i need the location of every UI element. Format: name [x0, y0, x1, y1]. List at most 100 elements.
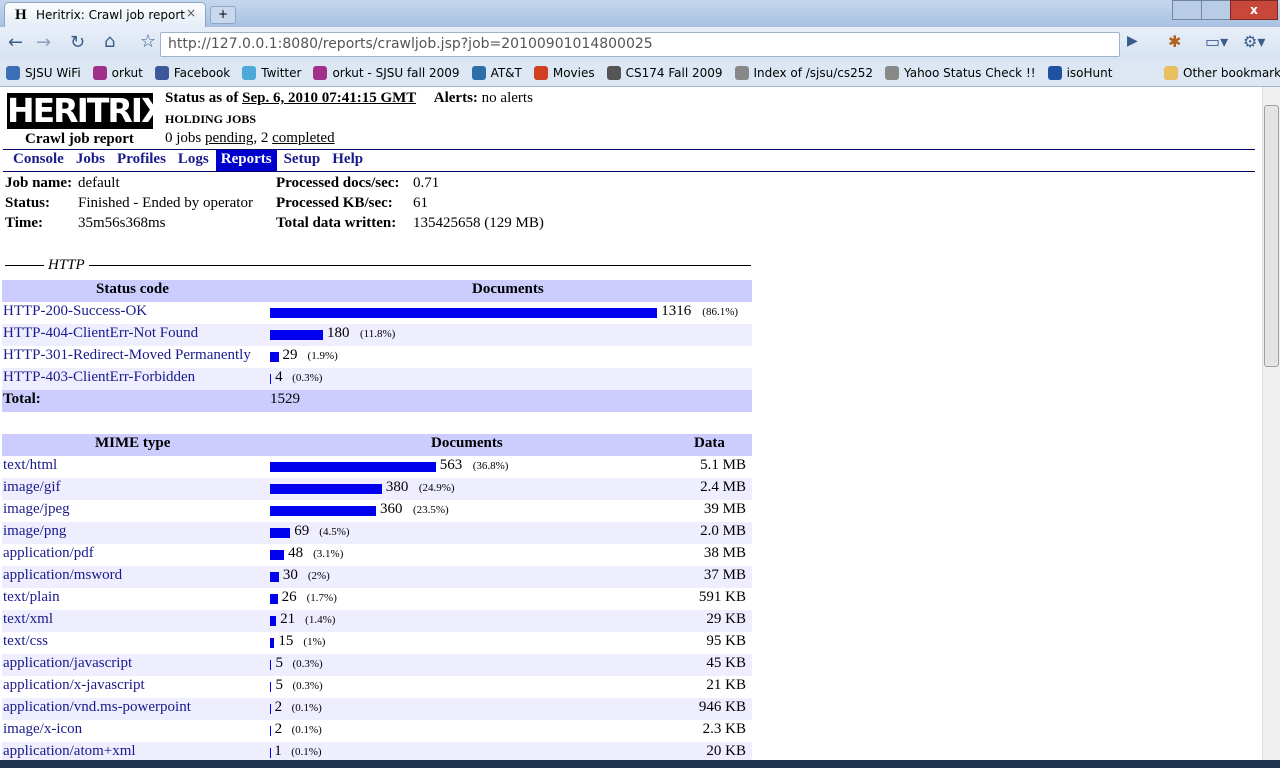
nav-tab[interactable]: Setup	[283, 151, 321, 167]
data-size: 38 MB	[703, 545, 746, 561]
tab-close[interactable]: ×	[186, 6, 197, 20]
job-label: Processed docs/sec:	[276, 175, 400, 191]
minimize[interactable]	[1172, 0, 1202, 20]
nav-tab[interactable]: Console	[13, 151, 64, 167]
bar	[270, 374, 272, 384]
mime-type-link[interactable]: text/plain	[3, 589, 60, 605]
table-row: application/x-javascript 5 (0.3%) 21 KB	[2, 676, 752, 698]
nav-tab[interactable]: Reports	[215, 150, 277, 171]
scroll-thumb[interactable]	[1264, 105, 1279, 367]
bookmark[interactable]: Yahoo Status Check !!	[885, 66, 1036, 80]
bookmark[interactable]: orkut - SJSU fall 2009	[313, 66, 460, 80]
nav-tab[interactable]: Jobs	[75, 151, 106, 167]
bookmark[interactable]: CS174 Fall 2009	[606, 66, 723, 80]
table-row: image/x-icon 2 (0.1%) 2.3 KB	[2, 720, 752, 742]
job-value: 61	[413, 195, 428, 211]
bookmark[interactable]: Movies	[533, 66, 595, 80]
extension-icon[interactable]: ✱	[1168, 32, 1182, 51]
favicon: H	[15, 7, 27, 23]
table-row: HTTP-301-Redirect-Moved Permanently 29 (1.…	[2, 346, 752, 368]
table-row: image/gif 380 (24.9%) 2.4 MB	[2, 478, 752, 500]
count: 15	[278, 633, 294, 649]
table-row: application/javascript 5 (0.3%) 45 KB	[2, 654, 752, 676]
bookmark-star[interactable]: ☆	[140, 31, 157, 52]
mime-type-link[interactable]: application/atom+xml	[3, 743, 136, 759]
table-row: text/plain 26 (1.7%) 591 KB	[2, 588, 752, 610]
mime-type-link[interactable]: text/css	[3, 633, 48, 649]
pending-link[interactable]: pending	[205, 130, 254, 146]
percent: (4.5%)	[319, 526, 350, 538]
mime-type-link[interactable]: text/xml	[3, 611, 53, 627]
job-label: Time:	[5, 215, 44, 231]
page-menu[interactable]: ▭▾	[1205, 32, 1229, 51]
new-tab[interactable]: +	[210, 6, 236, 24]
close-window[interactable]: x	[1230, 0, 1278, 20]
data-size: 2.0 MB	[700, 523, 746, 539]
reload-button[interactable]: ↻	[70, 32, 86, 53]
mime-type-link[interactable]: application/msword	[3, 567, 123, 583]
bookmark[interactable]: orkut	[92, 66, 143, 80]
mime-type-link[interactable]: application/vnd.ms-powerpoint	[3, 699, 191, 715]
bookmark-label: Yahoo Status Check !!	[904, 66, 1036, 80]
tab-title: Heritrix: Crawl job report	[36, 8, 185, 22]
logo: HERITRIX	[7, 91, 167, 130]
percent: (11.8%)	[359, 328, 396, 340]
tab[interactable]: H Heritrix: Crawl job report ×	[4, 2, 206, 28]
data-size: 2.4 MB	[700, 479, 746, 495]
job-value: 35m56s368ms	[78, 215, 166, 231]
bookmark[interactable]: Index of /sjsu/cs252	[734, 66, 873, 80]
nav-tab[interactable]: Help	[332, 151, 364, 167]
table-row: image/png 69 (4.5%) 2.0 MB	[2, 522, 752, 544]
jobs-prefix: 0 jobs	[165, 130, 202, 146]
status-code-link[interactable]: HTTP-404-ClientErr-Not Found	[3, 325, 199, 341]
bar	[270, 616, 277, 626]
home-button[interactable]: ⌂	[104, 31, 116, 52]
bar	[270, 572, 279, 582]
mime-type-link[interactable]: image/x-icon	[3, 721, 83, 737]
bar	[270, 660, 272, 670]
completed-link[interactable]: completed	[272, 130, 335, 146]
status-label: Status as of	[165, 90, 239, 106]
other-bookmarks[interactable]: Other bookmarks	[1164, 66, 1280, 80]
mime-type-link[interactable]: image/jpeg	[3, 501, 70, 517]
tools-menu[interactable]: ⚙▾	[1243, 32, 1266, 51]
mime-type-link[interactable]: application/pdf	[3, 545, 94, 561]
bookmark[interactable]: Twitter	[242, 66, 301, 80]
bookmark[interactable]: isoHunt	[1047, 66, 1112, 80]
maximize[interactable]	[1201, 0, 1231, 20]
mime-type-link[interactable]: text/html	[3, 457, 58, 473]
table-row: application/msword 30 (2%) 37 MB	[2, 566, 752, 588]
status-code-link[interactable]: HTTP-403-ClientErr-Forbidden	[3, 369, 196, 385]
mime-type-link[interactable]: application/x-javascript	[3, 677, 145, 693]
nav-tab[interactable]: Logs	[177, 151, 209, 167]
status-code-link[interactable]: HTTP-200-Success-OK	[3, 303, 148, 319]
address-bar[interactable]: http://127.0.0.1:8080/reports/crawljob.j…	[160, 32, 1120, 57]
bookmark-icon	[92, 66, 107, 80]
alerts-value: no alerts	[481, 90, 533, 106]
percent: (24.9%)	[418, 482, 455, 494]
mime-type-link[interactable]: image/gif	[3, 479, 61, 495]
nav-tab[interactable]: Profiles	[117, 151, 166, 167]
go-button[interactable]: ▶	[1127, 33, 1138, 49]
status-code-link[interactable]: HTTP-301-Redirect-Moved Permanently	[3, 347, 251, 363]
bookmark[interactable]: SJSU WiFi	[6, 66, 81, 80]
table-row: HTTP-200-Success-OK 1316 (86.1%)	[2, 302, 752, 324]
bookmark-icon	[154, 66, 169, 80]
status-time[interactable]: Sep. 6, 2010 07:41:15 GMT	[242, 90, 417, 106]
other-bookmarks-label: Other bookmarks	[1183, 66, 1280, 80]
mime-type-link[interactable]: image/png	[3, 523, 67, 539]
table-row: text/html 563 (36.8%) 5.1 MB	[2, 456, 752, 478]
data-size: 21 KB	[706, 677, 746, 693]
mime-type-link[interactable]: application/javascript	[3, 655, 133, 671]
percent: (23.5%)	[412, 504, 449, 516]
bookmark-icon	[1047, 66, 1062, 80]
forward-button[interactable]: →	[36, 32, 52, 53]
job-label: Processed KB/sec:	[276, 195, 393, 211]
bookmark[interactable]: Facebook	[154, 66, 230, 80]
back-button[interactable]: ←	[8, 32, 24, 53]
bookmark[interactable]: AT&T	[471, 66, 522, 80]
percent: (1.7%)	[306, 592, 337, 604]
percent: (1.9%)	[307, 350, 338, 362]
